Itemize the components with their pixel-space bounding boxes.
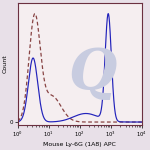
Text: Q: Q bbox=[68, 46, 116, 101]
X-axis label: Mouse Ly-6G (1A8) APC: Mouse Ly-6G (1A8) APC bbox=[43, 142, 116, 147]
Y-axis label: Count: Count bbox=[3, 55, 8, 73]
